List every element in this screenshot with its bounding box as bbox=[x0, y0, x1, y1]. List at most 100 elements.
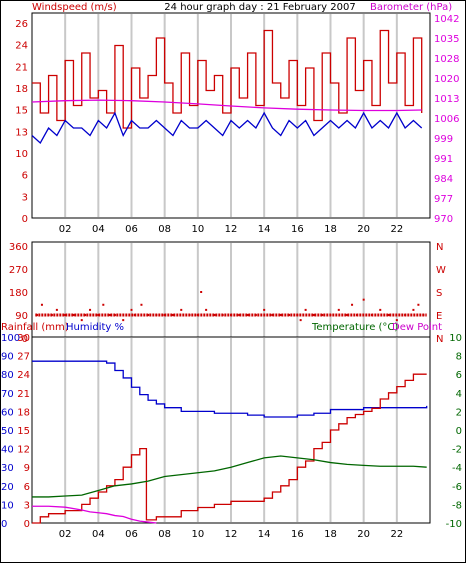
direction-point bbox=[246, 314, 249, 316]
humidity-tick-label: 70 bbox=[1, 389, 14, 400]
direction-point bbox=[133, 314, 136, 316]
rainfall-tick-label: 18 bbox=[17, 407, 30, 418]
direction-point bbox=[80, 319, 83, 322]
x-tick-label: 12 bbox=[225, 529, 238, 540]
chart-title: 24 hour graph day : 21 February 2007 bbox=[164, 2, 355, 13]
direction-point bbox=[130, 308, 133, 311]
direction-point bbox=[47, 314, 50, 316]
x-tick-label: 16 bbox=[291, 529, 304, 540]
direction-point bbox=[404, 314, 407, 316]
barometer-tick-label: 1006 bbox=[434, 114, 459, 125]
windspeed-tick-label: 15 bbox=[15, 106, 28, 117]
x-tick-label: 06 bbox=[125, 224, 138, 235]
windspeed-gust-line bbox=[32, 29, 423, 129]
x-tick-label: 02 bbox=[59, 224, 72, 235]
direction-point bbox=[163, 314, 166, 316]
x-tick-label: 10 bbox=[191, 529, 204, 540]
humidity-axis-label: Humidity % bbox=[66, 322, 124, 333]
windspeed-tick-label: 10 bbox=[15, 149, 28, 160]
humidity-tick-label: 80 bbox=[1, 370, 14, 381]
humidity-tick-label: 30 bbox=[1, 463, 14, 474]
rainfall-line bbox=[32, 373, 427, 524]
temperature-tick-label: 6 bbox=[456, 370, 462, 381]
temperature-tick-label: 4 bbox=[456, 389, 462, 400]
direction-tick-label: 180 bbox=[9, 288, 28, 299]
direction-point bbox=[387, 314, 390, 316]
temperature-line bbox=[32, 455, 427, 498]
x-tick-label: 20 bbox=[357, 224, 370, 235]
windspeed-tick-label: 3 bbox=[22, 192, 28, 203]
direction-point bbox=[417, 303, 420, 306]
temperature-tick-label: -10 bbox=[446, 519, 462, 530]
windspeed-average-line bbox=[31, 111, 423, 145]
barometer-axis-label: Barometer (hPa) bbox=[370, 2, 452, 13]
direction-point bbox=[140, 303, 143, 306]
barometer-tick-label: 1020 bbox=[434, 74, 459, 85]
rainfall-tick-label: 9 bbox=[24, 463, 30, 474]
temperature-tick-label: 8 bbox=[456, 352, 462, 363]
x-tick-label: 10 bbox=[191, 224, 204, 235]
dewpoint-axis-label: Dew Point bbox=[392, 322, 442, 333]
direction-point bbox=[351, 303, 354, 306]
x-tick-labels-bottom: 02 04 06 08 10 12 14 16 18 20 22 bbox=[59, 529, 403, 540]
direction-tick-label: 360 bbox=[9, 242, 28, 253]
temperature-tick-label: -4 bbox=[452, 463, 462, 474]
x-tick-label: 18 bbox=[324, 529, 337, 540]
x-tick-label: 04 bbox=[92, 529, 105, 540]
humidity-tick-label: 10 bbox=[1, 500, 14, 511]
temperature-tick-label: -2 bbox=[452, 445, 462, 456]
compass-tick-label: E bbox=[436, 311, 442, 322]
x-tick-label: 12 bbox=[225, 224, 238, 235]
windspeed-tick-label: 6 bbox=[22, 171, 28, 182]
direction-tick-label: 0 bbox=[22, 334, 28, 345]
compass-tick-label: N bbox=[436, 242, 443, 253]
direction-point bbox=[230, 314, 232, 316]
humidity-line bbox=[32, 360, 428, 418]
x-tick-label: 18 bbox=[324, 224, 337, 235]
windspeed-tick-label: 26 bbox=[15, 19, 28, 30]
x-tick-label: 22 bbox=[390, 529, 403, 540]
rainfall-tick-label: 27 bbox=[17, 352, 30, 363]
direction-point bbox=[188, 314, 191, 316]
windspeed-tick-label: 13 bbox=[15, 127, 28, 138]
wind-barometer-panel: Windspeed (m/s) 24 hour graph day : 21 F… bbox=[15, 2, 459, 225]
humidity-tick-label: 50 bbox=[1, 426, 14, 437]
direction-point bbox=[89, 308, 92, 311]
direction-point bbox=[171, 314, 174, 316]
direction-point bbox=[337, 308, 340, 311]
x-tick-label: 14 bbox=[258, 224, 271, 235]
temperature-tick-label: 10 bbox=[449, 333, 462, 344]
direction-point bbox=[312, 314, 315, 316]
direction-point bbox=[412, 308, 415, 311]
direction-point bbox=[395, 319, 398, 322]
windspeed-tick-label: 21 bbox=[15, 62, 28, 73]
rainfall-tick-label: 24 bbox=[17, 370, 30, 381]
windspeed-tick-label: 24 bbox=[15, 41, 28, 52]
direction-point bbox=[329, 314, 332, 316]
direction-point bbox=[108, 314, 111, 316]
humidity-tick-label: 90 bbox=[1, 352, 14, 363]
windspeed-axis-label: Windspeed (m/s) bbox=[32, 2, 117, 13]
temperature-tick-label: 2 bbox=[456, 407, 462, 418]
rainfall-tick-label: 21 bbox=[17, 389, 30, 400]
rainfall-tick-label: 12 bbox=[17, 445, 30, 456]
direction-point bbox=[200, 291, 203, 293]
compass-tick-label: N bbox=[436, 334, 443, 345]
barometer-tick-label: 1042 bbox=[434, 14, 459, 25]
direction-point bbox=[263, 308, 266, 311]
direction-point bbox=[64, 314, 67, 316]
dewpoint-line bbox=[32, 505, 157, 524]
direction-point bbox=[254, 314, 257, 316]
barometer-tick-label: 977 bbox=[434, 194, 453, 205]
barometer-tick-label: 984 bbox=[434, 174, 453, 185]
direction-point bbox=[213, 314, 216, 316]
x-tick-label: 22 bbox=[390, 224, 403, 235]
direction-point bbox=[180, 308, 183, 311]
direction-point bbox=[321, 314, 324, 316]
rainfall-axis-label: Rainfall (mm) bbox=[1, 322, 69, 333]
direction-point bbox=[155, 314, 158, 316]
temperature-tick-label: -8 bbox=[452, 500, 462, 511]
x-tick-label: 08 bbox=[158, 224, 171, 235]
barometer-tick-label: 991 bbox=[434, 154, 453, 165]
